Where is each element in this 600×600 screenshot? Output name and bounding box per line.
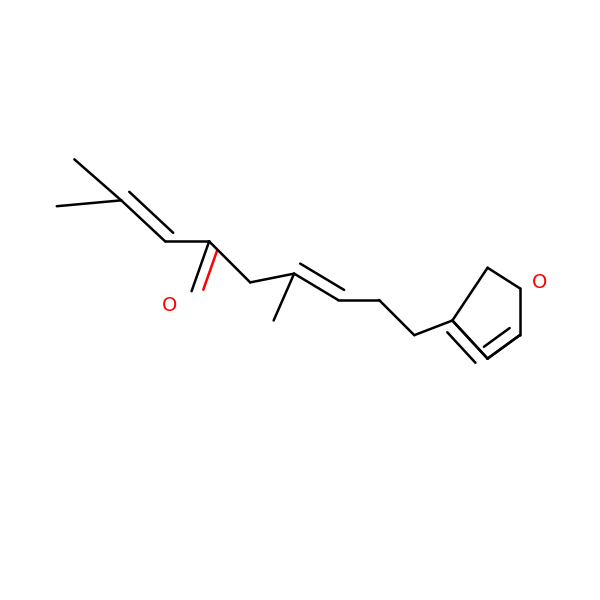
Text: O: O — [162, 296, 178, 316]
Text: O: O — [532, 273, 547, 292]
